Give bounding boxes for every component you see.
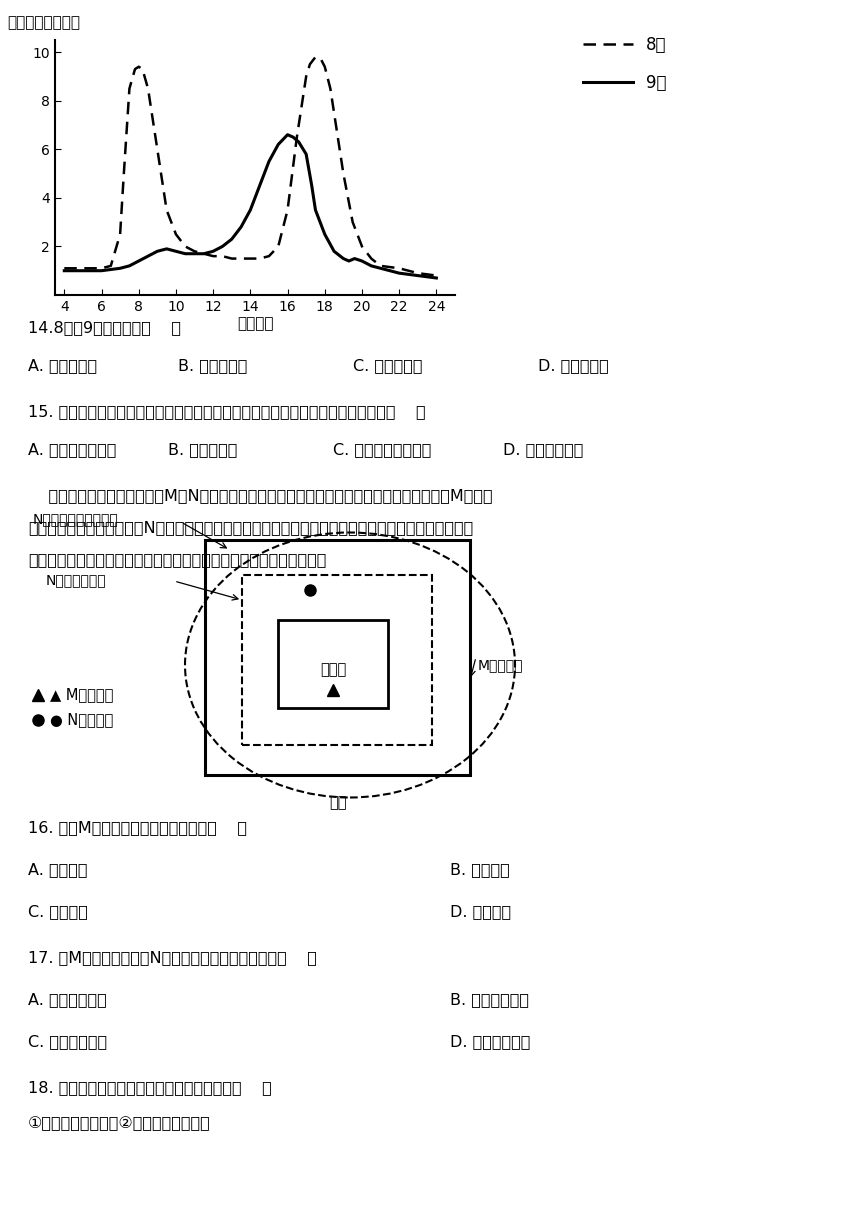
Text: 15. 交通拥堵是各大城市亟待解决的问题。下列措施有利于缓解城市交通拥堵的是（    ）: 15. 交通拥堵是各大城市亟待解决的问题。下列措施有利于缓解城市交通拥堵的是（ … [28,404,426,420]
Legend: 8日, 9日: 8日, 9日 [583,35,666,91]
Text: B. 周二、周三: B. 周二、周三 [178,358,248,373]
Text: 16. 推测M连锁门店的主要消费群体是（    ）: 16. 推测M连锁门店的主要消费群体是（ ） [28,820,247,835]
Text: 14.8日、9日最可能是（    ）: 14.8日、9日最可能是（ ） [28,320,181,334]
Text: A. 都市白领: A. 都市白领 [28,862,88,877]
Text: C. 周四、周五: C. 周四、周五 [353,358,422,373]
Text: C. 工厂工人: C. 工厂工人 [28,903,88,919]
Text: （交通拥堵指数）: （交通拥堵指数） [7,15,80,30]
Text: 商圈: 商圈 [329,795,347,810]
Text: D. 治理城市内涝: D. 治理城市内涝 [503,441,583,457]
Text: ● N门店位置: ● N门店位置 [50,713,114,727]
Text: 线下全渠道、以需求大数据指导供给的零售模式。据此完成下面小题。: 线下全渠道、以需求大数据指导供给的零售模式。据此完成下面小题。 [28,552,327,567]
Text: A. 靠近消费市场: A. 靠近消费市场 [28,992,107,1007]
Text: D. 信息网络发达: D. 信息网络发达 [450,1034,531,1049]
Text: A. 鼓励私家车出行: A. 鼓励私家车出行 [28,441,116,457]
Text: 啡店采用传统零售模式；而N连锁咖啡店采用新零售模式，以信息技术为依托、以物流为支撑、融合线上: 啡店采用传统零售模式；而N连锁咖啡店采用新零售模式，以信息技术为依托、以物流为支… [28,520,473,535]
Text: A. 周日、周一: A. 周日、周一 [28,358,97,373]
Text: B. 土地租金较低: B. 土地租金较低 [450,992,529,1007]
Bar [242,575,432,745]
Text: 下图示意某都市商圈背景下M、N两个品牌的连锁咖啡门店区位模式及服务范围。调查发现，M连锁咖: 下图示意某都市商圈背景下M、N两个品牌的连锁咖啡门店区位模式及服务范围。调查发现… [28,488,493,503]
Text: D. 周边居民: D. 周边居民 [450,903,511,919]
Text: N线上服务与配送范围: N线上服务与配送范围 [33,512,119,527]
Text: N线下市场范围: N线下市场范围 [46,573,107,587]
Text: ①实体区位不受限制②缩小线下市场范围: ①实体区位不受限制②缩小线下市场范围 [28,1116,211,1131]
Text: B. 错峰上下班: B. 错峰上下班 [168,441,237,457]
X-axis label: （时间）: （时间） [237,316,273,332]
Text: C. 集中布局商业网点: C. 集中布局商业网点 [333,441,432,457]
Text: D. 周五、周六: D. 周五、周六 [538,358,609,373]
Bar [278,620,388,708]
Bar [205,540,470,775]
Text: ▲ M门店位置: ▲ M门店位置 [50,687,114,703]
Text: 18. 咖啡门店采取新零售模式，带来的影响有（    ）: 18. 咖啡门店采取新零售模式，带来的影响有（ ） [28,1080,272,1094]
Text: M市场范围: M市场范围 [478,658,524,672]
Text: 市中心: 市中心 [320,663,346,677]
Text: C. 交通运输发达: C. 交通运输发达 [28,1034,108,1049]
Text: B. 中小学生: B. 中小学生 [450,862,510,877]
Text: 17. 与M咖啡门店相比，N咖啡门店的选址的优势在于（    ）: 17. 与M咖啡门店相比，N咖啡门店的选址的优势在于（ ） [28,950,316,966]
